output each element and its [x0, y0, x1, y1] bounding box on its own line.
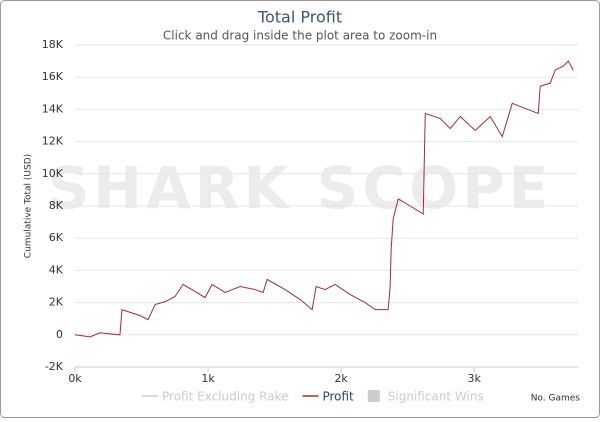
y-tick-label: 2K	[49, 296, 64, 309]
y-axis-label: Cumulative Total (USD)	[24, 154, 34, 258]
legend-swatch	[367, 390, 380, 402]
y-tick-label: 6K	[49, 231, 64, 244]
legend-item[interactable]: Significant Wins	[367, 390, 484, 404]
legend-label: Significant Wins	[388, 390, 484, 404]
chart-subtitle: Click and drag inside the plot area to z…	[163, 29, 437, 43]
y-tick-label: 8K	[49, 199, 64, 212]
legend-label: Profit Excluding Rake	[162, 390, 288, 404]
y-tick-label: 18K	[42, 38, 64, 51]
legend-item[interactable]: Profit	[302, 390, 354, 404]
x-axis-label: No. Games	[531, 394, 581, 404]
x-tick-label: 3k	[468, 372, 482, 385]
x-tick-label: 2k	[334, 372, 348, 385]
y-tick-label: 0	[56, 328, 63, 341]
y-tick-label: 14K	[42, 102, 64, 115]
y-tick-label: 10K	[42, 167, 64, 180]
x-tick-label: 0k	[68, 372, 82, 385]
y-tick-label: 16K	[42, 70, 64, 83]
y-tick-label: -2K	[45, 360, 64, 373]
watermark: SHARK SCOPE	[48, 154, 553, 222]
profit-line	[74, 60, 574, 338]
legend-label: Profit	[322, 390, 354, 404]
y-tick-label: 12K	[42, 135, 64, 148]
y-tick-label: 4K	[49, 263, 64, 276]
chart-title: Total Profit	[257, 8, 342, 27]
x-tick-label: 1k	[201, 372, 215, 385]
legend-item[interactable]: Profit Excluding Rake	[142, 390, 288, 404]
